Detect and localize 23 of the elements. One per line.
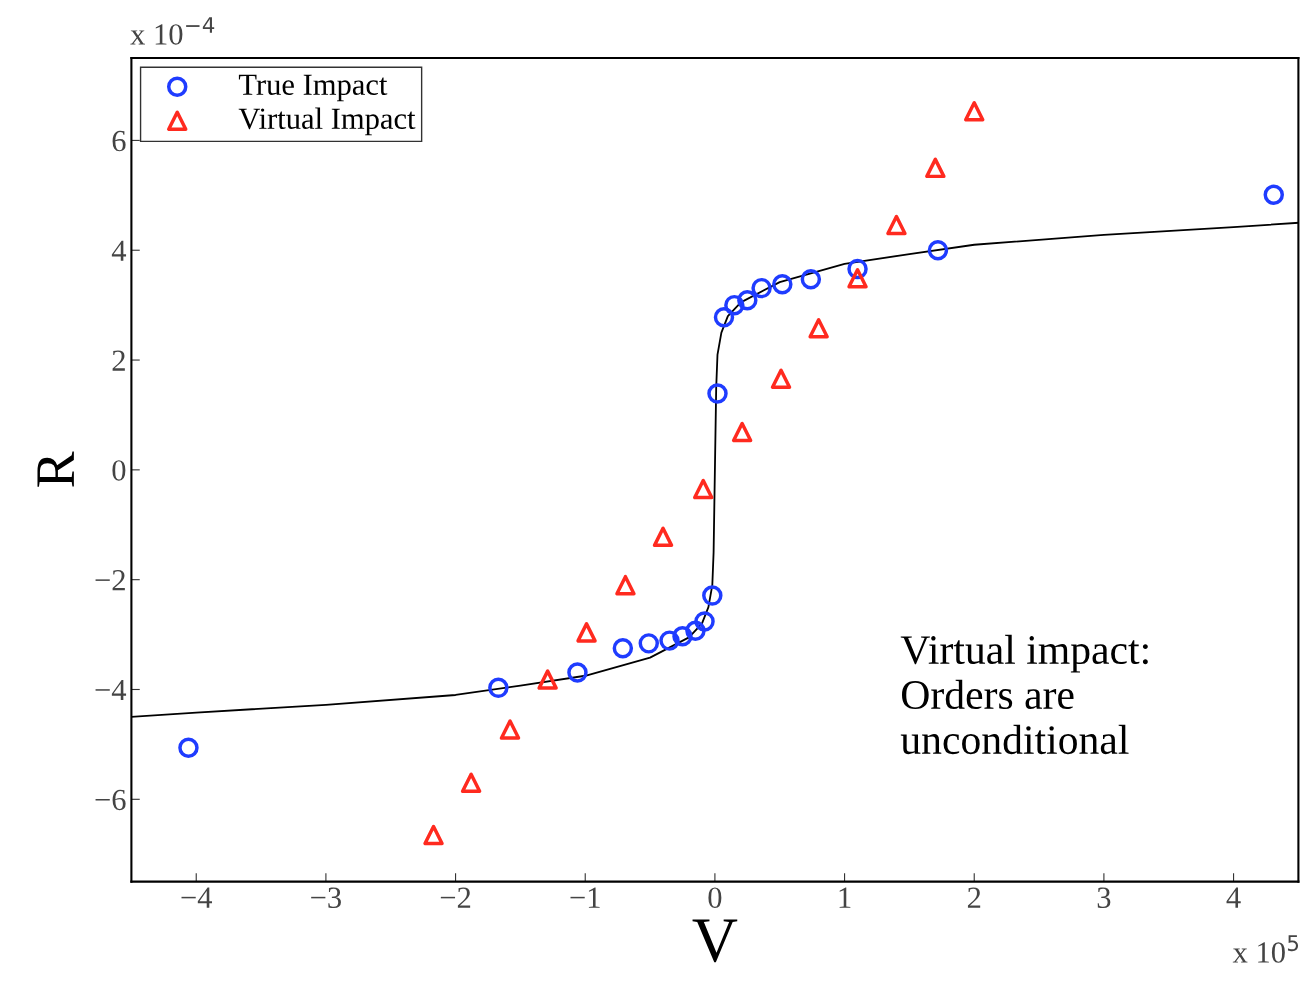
y-tick-label: 6: [112, 130, 126, 152]
x-tick-label: −4: [181, 887, 213, 908]
x-tick-label: 1: [839, 887, 851, 908]
x-tick-label: 3: [1097, 887, 1111, 909]
y-tick-label: −2: [95, 570, 125, 591]
x-tick-label: 0: [708, 887, 722, 909]
y-tick-label: 0: [112, 460, 126, 481]
y-tick-label: 2: [112, 350, 125, 371]
y-tick-label: −4: [95, 679, 127, 701]
legend-label: True Impact: [238, 74, 388, 102]
text: x 10$^{−4}$: [130, 17, 215, 45]
annotation: Virtual impact: Orders are unconditional: [900, 634, 1148, 755]
y-tick-label: −6: [95, 789, 126, 811]
x-tick-label: −1: [570, 887, 600, 908]
y-tick-label: 4: [111, 240, 127, 261]
x-axis-title: V: [692, 919, 738, 963]
legend-label: Virtual Impact: [238, 107, 416, 136]
x-tick-label: −3: [311, 887, 341, 909]
x-tick-label: 4: [1226, 887, 1241, 908]
x-tick-label: −2: [440, 887, 471, 908]
y-axis-title: R: [37, 451, 74, 487]
text: x 10$^{5}$: [1232, 935, 1299, 963]
x-tick-label: 2: [967, 887, 981, 908]
